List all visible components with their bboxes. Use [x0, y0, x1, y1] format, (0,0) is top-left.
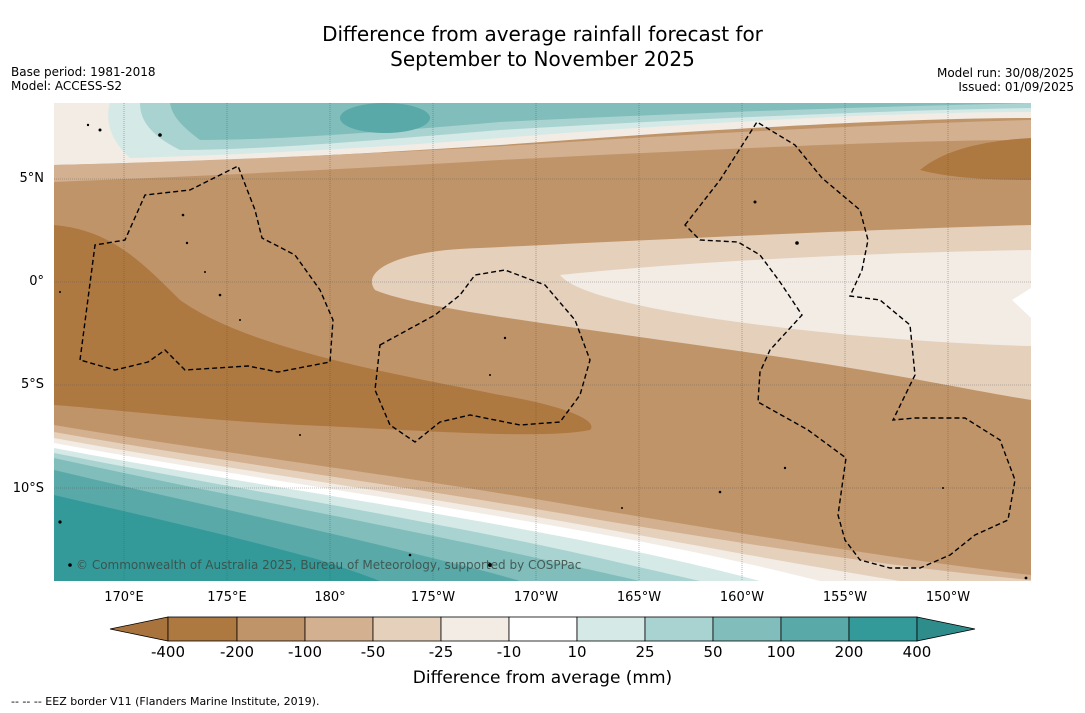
lon-label: 175°E	[207, 590, 247, 605]
islands	[58, 123, 1028, 580]
lat-label-10s: 10°S	[12, 481, 44, 496]
colorbar-tick: 400	[902, 643, 932, 661]
base-period: Base period: 1981-2018	[11, 65, 156, 79]
graticule	[54, 103, 1031, 581]
colorbar-label: Difference from average (mm)	[412, 668, 673, 688]
lon-label: 160°W	[719, 590, 765, 605]
colorbar-tick: -400	[150, 643, 186, 661]
lon-label: 155°W	[822, 590, 868, 605]
lon-label: 150°W	[925, 590, 971, 605]
lat-label-5s: 5°S	[20, 377, 44, 392]
colorbar-tick: -50	[360, 643, 386, 661]
model-name: Model: ACCESS-S2	[11, 79, 123, 93]
title-line-1: Difference from average rainfall forecas…	[322, 22, 763, 46]
colorbar	[109, 616, 976, 642]
meta-left: Base period: 1981-2018 Model: ACCESS-S2	[11, 65, 156, 93]
lon-label: 165°W	[616, 590, 662, 605]
map-title: Difference from average rainfall forecas…	[0, 22, 1085, 72]
colorbar-tick: -10	[496, 643, 522, 661]
colorbar-tick: 100	[766, 643, 796, 661]
lat-label-5n: 5°N	[19, 171, 45, 186]
colorbar-tick: 10	[567, 643, 587, 661]
eez-borders	[79, 121, 1016, 569]
model-run: Model run: 30/08/2025	[936, 66, 1074, 80]
colorbar-tick: -100	[287, 643, 323, 661]
eez-footnote: -- -- -- EEZ border V11 (Flanders Marine…	[11, 695, 320, 708]
title-line-2: September to November 2025	[390, 47, 695, 71]
colorbar-tick: -200	[219, 643, 255, 661]
rainfall-field	[54, 103, 1031, 581]
copyright-notice: © Commonwealth of Australia 2025, Bureau…	[76, 558, 582, 572]
lon-label: 170°W	[513, 590, 559, 605]
lon-label: 175°W	[410, 590, 456, 605]
meta-right: Model run: 30/08/2025 Issued: 01/09/2025	[937, 66, 1074, 94]
lat-label-0: 0°	[29, 274, 44, 289]
lon-label: 180°	[314, 590, 346, 605]
colorbar-tick: -25	[428, 643, 454, 661]
colorbar-tick: 50	[703, 643, 723, 661]
colorbar-tick: 200	[834, 643, 864, 661]
lon-label: 170°E	[104, 590, 144, 605]
issued-date: Issued: 01/09/2025	[958, 80, 1074, 94]
colorbar-tick: 25	[635, 643, 655, 661]
